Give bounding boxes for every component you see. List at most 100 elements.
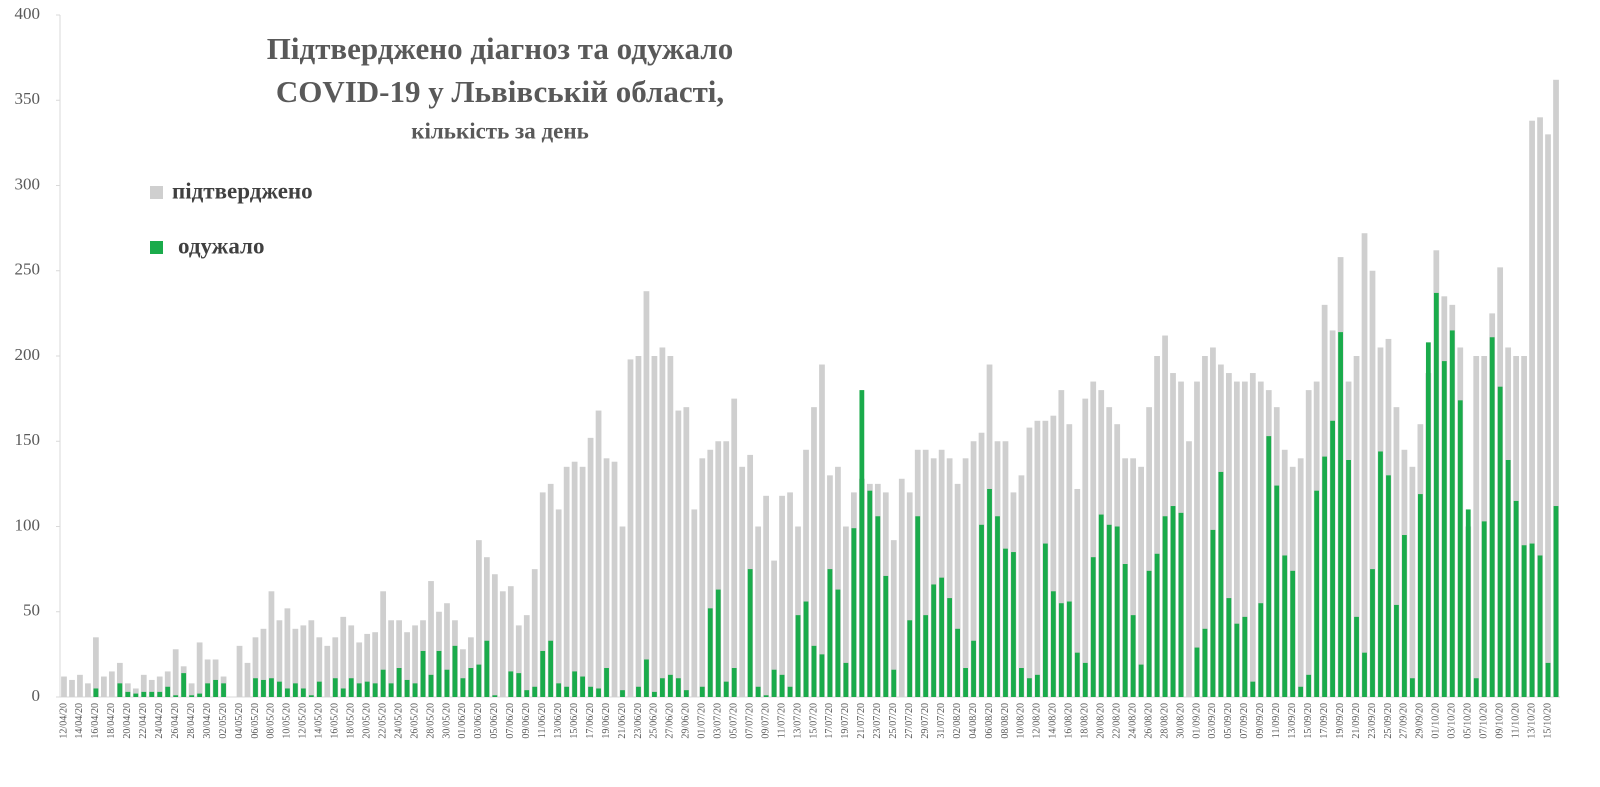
- bar: [1473, 356, 1480, 697]
- bar: [1138, 466, 1144, 697]
- bar: [939, 577, 945, 697]
- bar: [1042, 543, 1048, 697]
- bar: [795, 615, 801, 697]
- bar: [579, 466, 586, 697]
- bar: [236, 645, 243, 697]
- bar: [1473, 678, 1479, 697]
- bar: [1290, 570, 1296, 697]
- bar: [516, 673, 522, 697]
- bar: [324, 645, 331, 697]
- bar: [1026, 427, 1033, 697]
- bar: [1050, 591, 1056, 697]
- bar: [420, 650, 426, 697]
- y-tick-label: 100: [15, 515, 41, 534]
- bar: [308, 695, 314, 697]
- bar: [1274, 485, 1280, 697]
- bar: [164, 671, 171, 697]
- bar: [460, 649, 466, 697]
- x-tick-label: 19/09/20: [1335, 703, 1346, 739]
- x-tick-label: 11/07/20: [776, 703, 787, 738]
- bar: [1074, 652, 1080, 697]
- bar: [253, 678, 258, 697]
- bar: [1433, 292, 1439, 697]
- bar: [1090, 557, 1096, 697]
- x-tick-label: 01/10/20: [1431, 703, 1442, 739]
- bar: [308, 620, 315, 697]
- bar: [930, 458, 937, 697]
- x-tick-label: 25/06/20: [649, 703, 660, 739]
- bar: [483, 557, 490, 697]
- bar: [1138, 664, 1144, 697]
- bar: [468, 668, 474, 697]
- bar: [603, 458, 610, 697]
- bar: [1234, 623, 1240, 697]
- bar: [1417, 494, 1423, 697]
- bar: [85, 683, 91, 697]
- bar: [707, 608, 713, 697]
- bar: [1258, 603, 1264, 697]
- bar: [1394, 604, 1399, 697]
- bar: [1011, 552, 1016, 697]
- bar: [691, 509, 698, 697]
- bar: [643, 291, 650, 697]
- bar: [364, 681, 370, 697]
- bar: [763, 695, 769, 697]
- bar: [1154, 553, 1160, 697]
- bar: [938, 449, 945, 697]
- bar: [276, 620, 283, 697]
- bar: [539, 492, 546, 697]
- bar: [181, 673, 187, 697]
- bar: [141, 691, 147, 697]
- bar: [715, 441, 722, 697]
- bar: [531, 569, 538, 697]
- bar: [771, 560, 777, 697]
- x-tick-label: 09/10/20: [1494, 703, 1505, 739]
- bar: [380, 591, 387, 697]
- bar: [316, 681, 322, 697]
- bar: [1058, 603, 1064, 697]
- legend-label: підтверджено: [172, 178, 313, 203]
- bar: [715, 589, 721, 697]
- bar: [1050, 415, 1057, 697]
- bar: [651, 356, 658, 697]
- y-tick-label: 150: [15, 430, 41, 449]
- x-tick-label: 18/05/20: [346, 703, 357, 739]
- bar: [636, 686, 641, 697]
- bar: [699, 686, 705, 697]
- bar: [1361, 233, 1368, 698]
- bar: [1425, 342, 1431, 697]
- bar: [133, 693, 139, 697]
- x-tick-label: 08/05/20: [266, 703, 277, 739]
- bar: [548, 640, 554, 697]
- x-tick-label: 09/09/20: [1255, 703, 1266, 739]
- x-tick-label: 22/08/20: [1111, 703, 1122, 739]
- x-tick-label: 12/05/20: [298, 703, 309, 739]
- bar: [204, 659, 211, 697]
- bar: [1282, 555, 1288, 697]
- bar: [1090, 381, 1097, 697]
- x-tick-label: 28/04/20: [186, 703, 197, 739]
- bar: [811, 407, 817, 697]
- x-tick-label: 12/08/20: [1032, 703, 1043, 739]
- y-tick-label: 250: [15, 260, 41, 279]
- bar: [683, 690, 689, 697]
- bar: [499, 591, 506, 697]
- x-tick-label: 17/09/20: [1319, 703, 1330, 739]
- bar: [1098, 514, 1104, 697]
- x-tick-label: 03/06/20: [473, 703, 484, 739]
- bar: [1314, 490, 1320, 697]
- bar: [1338, 332, 1343, 697]
- legend-swatch: [150, 241, 163, 254]
- bar: [340, 688, 346, 697]
- x-tick-label: 29/09/20: [1415, 703, 1426, 739]
- x-tick-label: 14/04/20: [74, 703, 85, 739]
- bar: [172, 649, 179, 697]
- bar: [332, 678, 338, 697]
- x-tick-label: 11/10/20: [1510, 703, 1521, 738]
- bar: [1194, 647, 1200, 697]
- x-tick-label: 19/07/20: [840, 703, 851, 739]
- bar: [1178, 512, 1184, 697]
- bar: [364, 633, 371, 697]
- bar: [962, 458, 969, 697]
- bar: [1170, 506, 1176, 697]
